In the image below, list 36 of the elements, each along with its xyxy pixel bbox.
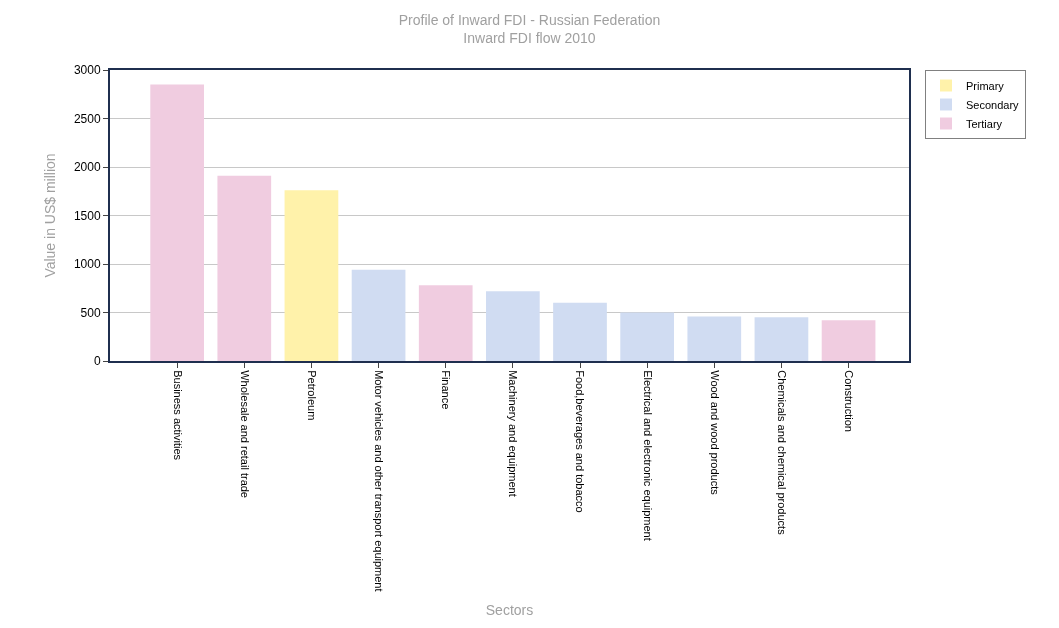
chart-title: Profile of Inward FDI - Russian Federation bbox=[398, 12, 661, 29]
x-tick-label: Motor vehicles and other transport equipment bbox=[372, 370, 385, 592]
legend-label: Primary bbox=[965, 79, 1005, 92]
bar bbox=[150, 84, 204, 361]
bar bbox=[418, 285, 473, 361]
x-tick-label: Wholesale and retail trade bbox=[238, 370, 251, 498]
bar bbox=[821, 320, 876, 361]
chart-subtitle: Inward FDI flow 2010 bbox=[463, 30, 596, 47]
x-tick-label: Construction bbox=[842, 370, 855, 432]
bar bbox=[284, 190, 339, 361]
bar bbox=[620, 312, 674, 361]
x-tick-label: Petroleum bbox=[305, 370, 318, 421]
legend-label: Secondary bbox=[965, 98, 1020, 111]
bar bbox=[553, 302, 607, 361]
x-tick-label: Wood and wood products bbox=[708, 370, 721, 496]
bar bbox=[217, 175, 272, 361]
x-tick-label: Machinery and equipment bbox=[507, 370, 520, 497]
y-tick-label: 1500 bbox=[73, 208, 101, 223]
y-axis-title: Value in US$ million bbox=[42, 153, 58, 278]
x-tick-label: Electrical and electronic equipment bbox=[641, 370, 654, 541]
bar bbox=[486, 291, 540, 361]
y-tick-label: 2000 bbox=[73, 160, 101, 175]
x-tick-label: Business activities bbox=[171, 370, 184, 461]
y-tick-label: 1000 bbox=[73, 257, 101, 272]
x-axis-title: Sectors bbox=[485, 602, 534, 619]
bar bbox=[754, 317, 809, 361]
legend-label: Tertiary bbox=[965, 117, 1003, 130]
y-tick-label: 3000 bbox=[73, 63, 101, 78]
y-tick-label: 500 bbox=[80, 305, 101, 320]
x-tick-label: Chemicals and chemical products bbox=[775, 370, 788, 536]
y-tick-label: 0 bbox=[93, 354, 101, 369]
x-tick-label: Food,beverages and tobacco bbox=[574, 370, 587, 513]
bar bbox=[351, 269, 406, 361]
bar bbox=[687, 316, 742, 361]
x-tick-label: Finance bbox=[440, 370, 453, 410]
y-tick-label: 2500 bbox=[73, 111, 101, 126]
